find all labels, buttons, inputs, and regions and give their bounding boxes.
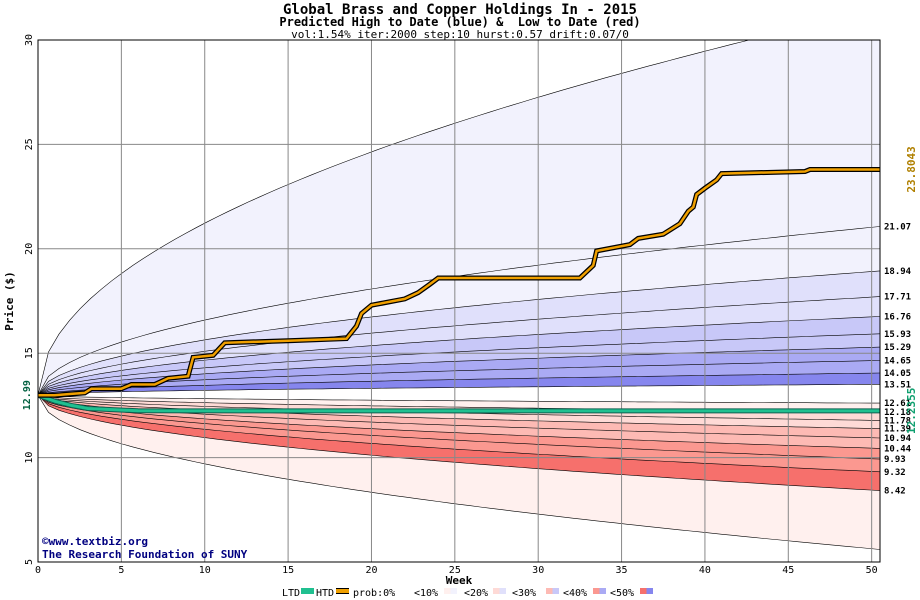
upper-band-3 bbox=[38, 296, 880, 396]
legend-50-swatch bbox=[640, 588, 653, 594]
htd-line bbox=[38, 168, 880, 397]
lower-quantile-label: 8.42 bbox=[884, 487, 906, 497]
lower-quantile-label: 12.18 bbox=[884, 408, 911, 418]
lower-quantile-label: 11.78 bbox=[884, 416, 911, 426]
legend-10-label: <10% bbox=[414, 588, 439, 599]
x-tick-label: 25 bbox=[449, 565, 461, 576]
htd-final-label: 23.8043 bbox=[905, 146, 918, 192]
x-tick-label: 15 bbox=[282, 565, 294, 576]
x-tick-label: 50 bbox=[866, 565, 878, 576]
lower-quantile-label: 12.61 bbox=[884, 399, 911, 409]
upper-band-6 bbox=[38, 347, 880, 396]
upper-quantile-line-4 bbox=[38, 316, 880, 396]
plot-frame bbox=[37, 39, 881, 563]
x-tick-label: 30 bbox=[532, 565, 544, 576]
upper-quantile-line-8 bbox=[38, 372, 880, 396]
ltd-final-label: 12.2355 bbox=[905, 388, 918, 434]
upper-quantile-line-7 bbox=[38, 360, 880, 396]
upper-quantile-label: 15.29 bbox=[884, 343, 911, 353]
chart-parameters: vol:1.54% iter:2000 step:10 hurst:0.57 d… bbox=[291, 28, 629, 41]
lower-quantile-line-1 bbox=[38, 394, 880, 404]
lower-quantile-label: 11.39 bbox=[884, 425, 911, 435]
lower-band-5 bbox=[38, 395, 880, 449]
upper-band-0 bbox=[38, 40, 880, 396]
legend-20-label: <20% bbox=[464, 588, 489, 599]
upper-quantile-label: 16.76 bbox=[884, 312, 911, 322]
start-price-label: 12.99 bbox=[22, 380, 33, 410]
legend-40-swatch bbox=[593, 588, 606, 594]
upper-quantile-label: 14.65 bbox=[884, 357, 911, 367]
legend: LTD HTD prob:0% <10% <20% <30% <40% <50% bbox=[0, 588, 920, 600]
lower-quantile-label: 9.32 bbox=[884, 468, 906, 478]
x-tick-label: 10 bbox=[199, 565, 211, 576]
lower-band-1 bbox=[38, 395, 880, 413]
upper-quantile-label: 18.94 bbox=[884, 267, 912, 277]
x-tick-label: 45 bbox=[782, 565, 794, 576]
legend-prob0-swatch bbox=[397, 588, 410, 594]
upper-quantile-label: 13.51 bbox=[884, 380, 911, 390]
legend-20-swatch bbox=[493, 588, 506, 594]
lower-quantile-label: 9.93 bbox=[884, 455, 906, 465]
x-tick-label: 35 bbox=[616, 565, 628, 576]
lower-band-4 bbox=[38, 395, 880, 438]
x-tick-label: 40 bbox=[699, 565, 711, 576]
upper-band-7 bbox=[38, 360, 880, 396]
chart-title: Global Brass and Copper Holdings In - 20… bbox=[282, 2, 637, 18]
x-tick-label: 0 bbox=[35, 565, 41, 576]
lower-band-8 bbox=[38, 395, 880, 491]
legend-10-swatch bbox=[444, 588, 457, 594]
legend-30-label: <30% bbox=[512, 588, 537, 599]
lower-band-6 bbox=[38, 395, 880, 460]
upper-quantile-line-2 bbox=[38, 270, 880, 396]
legend-50-label: <50% bbox=[610, 588, 635, 599]
credit-organization: The Research Foundation of SUNY bbox=[42, 548, 248, 561]
lower-quantile-line-9 bbox=[38, 394, 880, 491]
ltd-line bbox=[38, 393, 880, 413]
legend-ltd-label: LTD bbox=[282, 588, 301, 599]
upper-quantile-line-5 bbox=[38, 333, 880, 396]
lower-band-2 bbox=[38, 395, 880, 421]
lower-quantile-line-0 bbox=[38, 395, 880, 550]
y-tick-label: 10 bbox=[24, 452, 35, 464]
x-tick-label: 5 bbox=[118, 565, 124, 576]
upper-quantile-line-3 bbox=[38, 296, 880, 396]
lower-quantile-line-8 bbox=[38, 394, 880, 473]
y-axis-label: Price ($) bbox=[3, 271, 16, 331]
upper-quantile-label: 21.07 bbox=[884, 222, 911, 232]
upper-quantile-label: 14.05 bbox=[884, 369, 911, 379]
upper-band-4 bbox=[38, 316, 880, 396]
lower-band-3 bbox=[38, 395, 880, 429]
legend-ltd-swatch bbox=[301, 588, 314, 594]
y-tick-label: 15 bbox=[24, 347, 35, 359]
legend-htd-label: HTD bbox=[316, 588, 335, 599]
legend-prob0-label: prob:0% bbox=[353, 588, 396, 599]
lower-quantile-line-7 bbox=[38, 394, 880, 460]
legend-40-label: <40% bbox=[563, 588, 588, 599]
upper-quantile-line-0 bbox=[38, 40, 751, 396]
credit-site[interactable]: ©www.textbiz.org bbox=[42, 535, 148, 548]
upper-band-5 bbox=[38, 333, 880, 396]
upper-quantile-label: 17.71 bbox=[884, 293, 911, 303]
legend-htd-swatch bbox=[336, 588, 349, 594]
y-tick-label: 5 bbox=[24, 559, 35, 565]
lower-quantile-label: 10.94 bbox=[884, 434, 912, 444]
y-tick-label: 30 bbox=[24, 34, 35, 46]
y-tick-label: 20 bbox=[24, 243, 35, 255]
lower-quantile-label: 10.44 bbox=[884, 444, 912, 454]
legend-30-swatch bbox=[546, 588, 559, 594]
x-axis-label: Week bbox=[446, 574, 473, 587]
upper-band-2 bbox=[38, 270, 880, 396]
plot-area bbox=[38, 40, 880, 562]
upper-band-1 bbox=[38, 226, 880, 396]
upper-quantile-label: 15.93 bbox=[884, 330, 911, 340]
upper-quantile-line-9 bbox=[38, 384, 880, 396]
lower-quantile-line-6 bbox=[38, 394, 880, 449]
lower-band-7 bbox=[38, 395, 880, 472]
chart-subtitle: Predicted High to Date (blue) & Low to D… bbox=[279, 15, 641, 29]
y-tick-label: 25 bbox=[24, 138, 35, 150]
x-tick-label: 20 bbox=[365, 565, 377, 576]
